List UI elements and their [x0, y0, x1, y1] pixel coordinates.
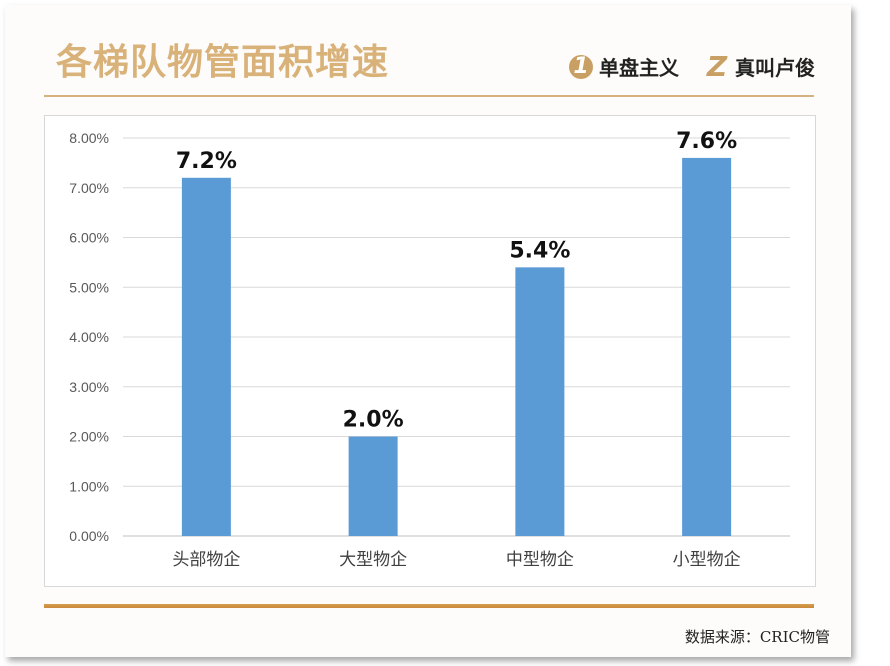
bar — [515, 267, 565, 536]
brand-number-one-icon: 1 — [569, 54, 593, 79]
bar — [682, 157, 732, 536]
y-tick-label: 4.00% — [69, 329, 109, 345]
x-category-label: 大型物企 — [339, 550, 407, 570]
bar — [181, 177, 231, 537]
x-category-label: 头部物企 — [172, 550, 240, 570]
y-tick-label: 8.00% — [69, 130, 109, 146]
data-source-note: 数据来源：CRIC物管 — [684, 628, 830, 646]
x-category-label: 中型物企 — [506, 550, 574, 570]
brand-danpanzhuyi: 1 单盘主义 — [569, 52, 679, 81]
y-tick-label: 7.00% — [69, 180, 109, 196]
bar — [348, 436, 398, 536]
y-tick-label: 1.00% — [69, 478, 109, 494]
footer-divider — [44, 604, 814, 608]
y-tick-label: 5.00% — [69, 279, 109, 295]
data-label: 5.4% — [509, 238, 570, 263]
y-tick-label: 0.00% — [69, 528, 109, 544]
data-label: 2.0% — [343, 408, 404, 433]
brand-name: 真叫卢俊 — [735, 56, 815, 80]
header-divider — [44, 95, 814, 97]
data-label: 7.2% — [176, 149, 237, 174]
brand-name: 单盘主义 — [599, 56, 679, 80]
chart-area: 0.00% 1.00% 2.00% 3.00% 4.00% 5.00% 6.00% 7.00%… — [44, 115, 816, 587]
page-title: 各梯队物管面积增速 — [56, 42, 390, 83]
y-tick-label: 3.00% — [69, 379, 109, 395]
brand-letter-z-icon: Z — [706, 50, 728, 83]
x-category-label: 小型物企 — [673, 550, 741, 570]
data-label: 7.6% — [676, 129, 737, 154]
y-tick-label: 2.00% — [69, 429, 109, 445]
brand-zhenjiaolujun: Z 真叫卢俊 — [705, 50, 815, 83]
y-tick-label: 6.00% — [69, 230, 109, 246]
bar-chart: 0.00% 1.00% 2.00% 3.00% 4.00% 5.00% 6.00% 7.00%… — [69, 129, 790, 570]
